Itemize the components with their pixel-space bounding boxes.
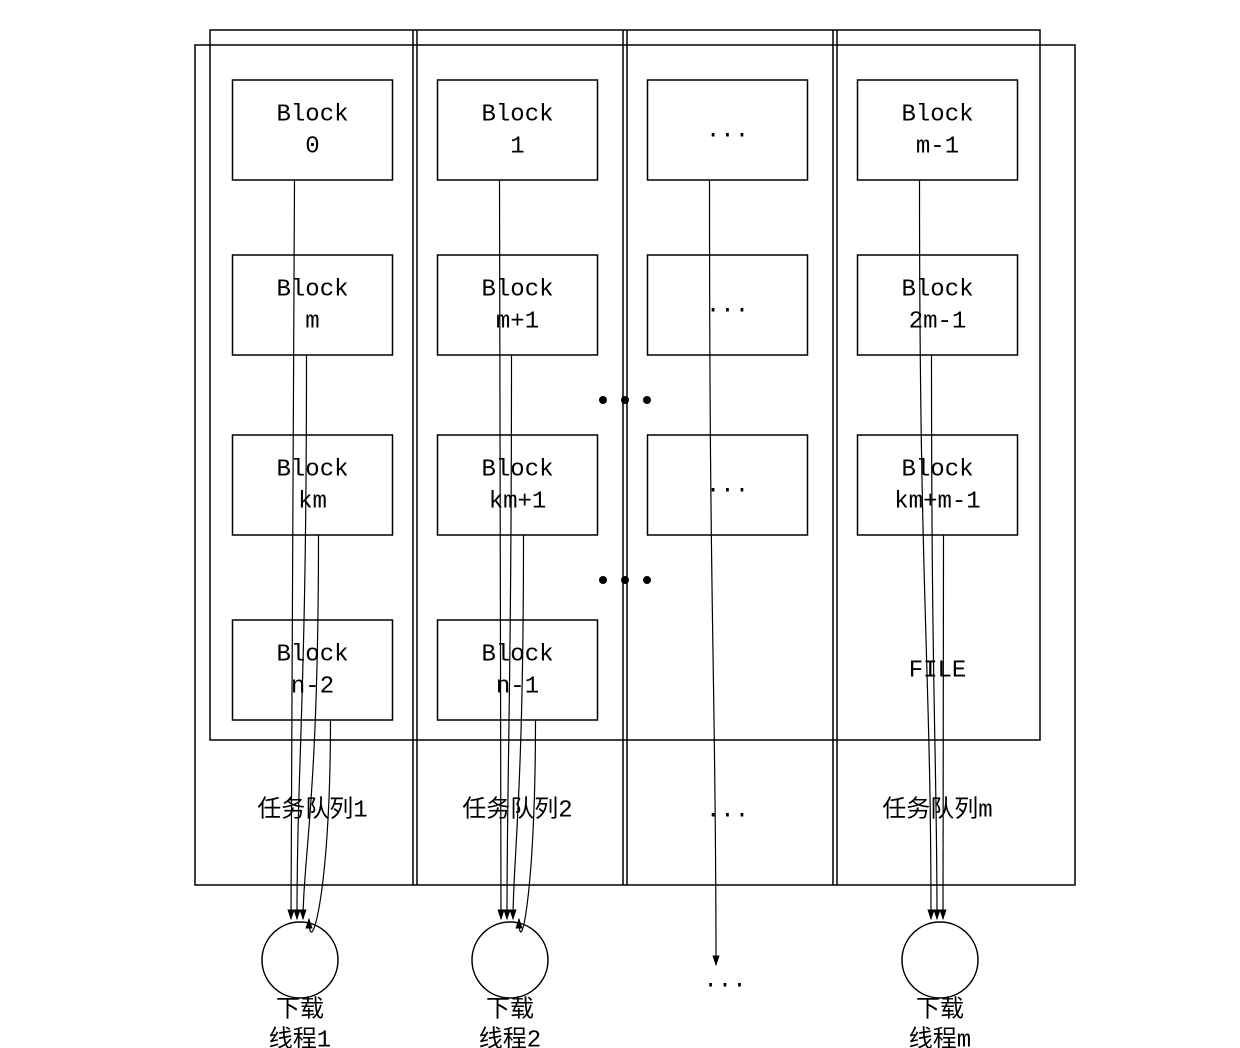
svg-text:n-2: n-2: [291, 673, 334, 700]
svg-text:m: m: [305, 308, 319, 335]
svg-text:Block: Block: [276, 276, 348, 303]
block: [438, 255, 598, 355]
svg-text:Block: Block: [276, 101, 348, 128]
svg-text:...: ...: [706, 117, 749, 144]
svg-text:Block: Block: [481, 641, 553, 668]
queue-label: 任务队列m: [882, 795, 992, 824]
block: [233, 620, 393, 720]
thread-label: 线程1: [269, 1025, 331, 1048]
thread-label: 下载: [486, 995, 534, 1024]
svg-text:km: km: [298, 488, 327, 515]
svg-text:m+1: m+1: [496, 308, 539, 335]
svg-text:Block: Block: [276, 641, 348, 668]
arrow: [513, 535, 524, 919]
ellipsis-dot: [599, 396, 607, 404]
svg-text:m-1: m-1: [916, 133, 959, 160]
ellipsis-dot: [621, 576, 629, 584]
block: [438, 80, 598, 180]
arrow: [519, 720, 536, 932]
thread-node: [472, 922, 548, 998]
ellipsis-dot: [621, 396, 629, 404]
thread-node: [902, 922, 978, 998]
svg-text:...: ...: [706, 292, 749, 319]
arrow: [297, 355, 307, 919]
svg-text:Block: Block: [901, 101, 973, 128]
thread-node: [262, 922, 338, 998]
ellipsis-dot: [599, 576, 607, 584]
svg-text:FILE: FILE: [909, 657, 967, 684]
thread-label: 下载: [276, 995, 324, 1024]
thread-ellipsis: ...: [703, 967, 746, 994]
block: [233, 435, 393, 535]
svg-text:0: 0: [305, 133, 319, 160]
block: [438, 435, 598, 535]
arrow: [507, 355, 512, 919]
svg-text:n-1: n-1: [496, 673, 539, 700]
arrow: [932, 355, 938, 919]
svg-text:km+1: km+1: [489, 488, 547, 515]
ellipsis-dot: [643, 576, 651, 584]
thread-label: 线程m: [909, 1025, 971, 1048]
block: [858, 255, 1018, 355]
queue-label: 任务队列1: [257, 795, 367, 824]
block: [858, 80, 1018, 180]
queue-label: ...: [706, 797, 749, 824]
svg-text:2m-1: 2m-1: [909, 308, 967, 335]
block: [858, 435, 1018, 535]
svg-text:Block: Block: [901, 456, 973, 483]
arrow: [309, 720, 331, 932]
block: [233, 80, 393, 180]
svg-text:km+m-1: km+m-1: [894, 488, 980, 515]
diagram-canvas: Block 0 Block 1... Block m-1 Block m Block m+1...…: [0, 0, 1240, 1048]
ellipsis-dot: [643, 396, 651, 404]
block: [438, 620, 598, 720]
svg-text:Block: Block: [901, 276, 973, 303]
svg-text:1: 1: [510, 133, 524, 160]
arrow: [303, 535, 319, 919]
block: [233, 255, 393, 355]
svg-text:Block: Block: [481, 101, 553, 128]
svg-text:Block: Block: [276, 456, 348, 483]
arrow: [943, 535, 944, 919]
svg-text:Block: Block: [481, 456, 553, 483]
thread-label: 线程2: [479, 1025, 541, 1048]
thread-label: 下载: [916, 995, 964, 1024]
svg-text:...: ...: [706, 472, 749, 499]
svg-text:Block: Block: [481, 276, 553, 303]
